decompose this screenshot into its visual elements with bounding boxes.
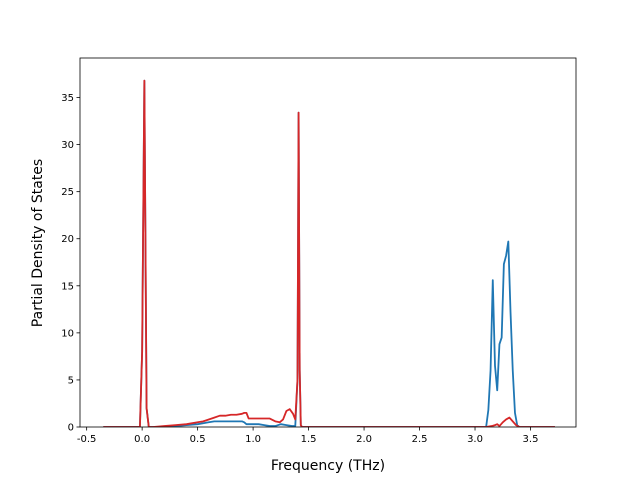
- plot-area: [79, 57, 577, 428]
- x-tick-label: -0.5: [77, 434, 97, 445]
- y-tick-label: 15: [61, 281, 74, 292]
- x-axis-label: Frequency (THz): [271, 458, 385, 474]
- y-tick-label: 10: [61, 328, 74, 339]
- x-tick-label: 1.5: [301, 434, 317, 445]
- y-axis: 0 5 10 15 20 25 30 35: [61, 93, 80, 434]
- y-tick-label: 20: [61, 234, 74, 245]
- x-tick-label: 3.5: [523, 434, 539, 445]
- x-axis: -0.5 0.0 0.5 1.0 1.5 2.0 2.5 3.0 3.5: [77, 427, 539, 445]
- x-tick-label: 0.5: [190, 434, 206, 445]
- x-tick-label: 0.0: [134, 434, 150, 445]
- y-tick-label: 5: [68, 375, 74, 386]
- y-tick-label: 0: [68, 423, 74, 434]
- y-tick-label: 35: [61, 93, 74, 104]
- x-tick-label: 2.0: [356, 434, 372, 445]
- series-line-2: [103, 79, 555, 427]
- x-tick-label: 2.5: [412, 434, 428, 445]
- x-tick-label: 3.0: [467, 434, 483, 445]
- y-axis-label: Partial Density of States: [30, 159, 46, 327]
- y-tick-label: 25: [61, 187, 74, 198]
- x-tick-label: 1.0: [245, 434, 261, 445]
- series-line-1: [103, 79, 555, 427]
- plot-frame: [79, 57, 577, 428]
- y-tick-label: 30: [61, 140, 74, 151]
